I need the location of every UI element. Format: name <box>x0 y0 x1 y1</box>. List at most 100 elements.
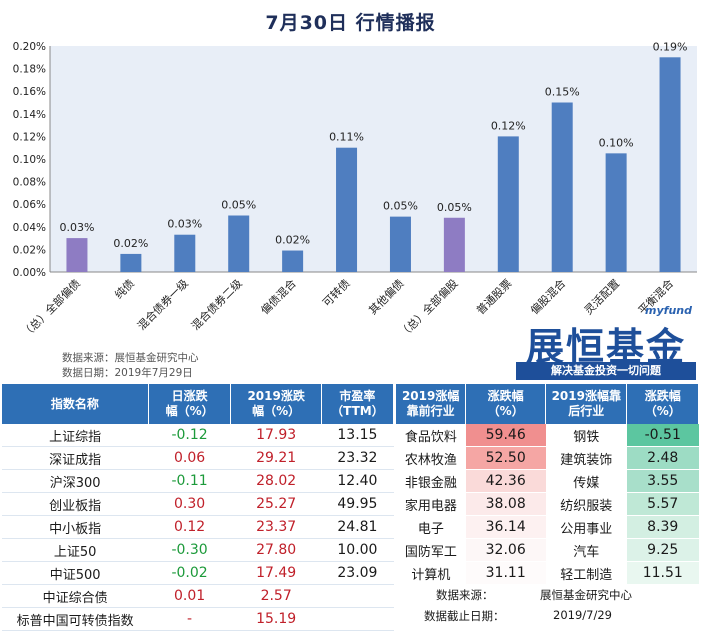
industry-source-label: 数据来源： <box>436 588 494 602</box>
x-tick-label: 普通股票 <box>473 276 514 317</box>
bar-data-label: 0.05% <box>437 201 472 214</box>
index-name: 沪深300 <box>2 469 149 493</box>
index-ytd-change: 2.57 <box>230 584 322 608</box>
y-tick-label: 0.16% <box>13 86 46 98</box>
index-name: 中证综合债 <box>2 584 149 608</box>
bar <box>282 250 304 272</box>
plot-area <box>50 46 697 272</box>
industry-row: 计算机 31.11 轻工制造 11.51 <box>396 561 699 585</box>
index-ytd-change: 25.27 <box>230 492 322 516</box>
bottom-industry-name: 纺织服装 <box>545 492 627 516</box>
index-table: 指数名称 日涨跌 幅（%） 2019涨跌 幅（%） 市盈率 （TTM） 上证综指 -0.12 1… <box>2 384 395 631</box>
index-row: 深证成指 0.06 29.21 23.32 <box>2 446 394 470</box>
index-ytd-change: 27.80 <box>230 538 322 562</box>
logo-tag: myfund <box>645 304 692 317</box>
index-pe <box>321 584 394 608</box>
industry-date: 数据截止日期： <box>424 608 505 624</box>
bar <box>443 217 465 272</box>
bar-data-label: 0.19% <box>653 40 688 53</box>
top-industry-name: 计算机 <box>396 561 466 585</box>
industry-row: 家用电器 38.08 纺织服装 5.57 <box>396 492 699 516</box>
index-ytd-change: 15.19 <box>230 607 322 631</box>
index-col-header: 市盈率 （TTM） <box>321 384 395 424</box>
index-ytd-change: 23.37 <box>230 515 322 539</box>
index-pe: 12.40 <box>321 469 394 493</box>
top-industry-change: 32.06 <box>465 538 546 562</box>
industry-col-header: 2019涨幅靠 后行业 <box>545 384 628 424</box>
top-industry-change: 36.14 <box>465 515 546 539</box>
bottom-industry-change: 5.57 <box>626 492 699 516</box>
index-day-change: -0.02 <box>148 561 231 585</box>
y-tick-label: 0.08% <box>13 177 46 189</box>
x-tick-label: （总）全部偏债 <box>19 276 83 340</box>
index-row: 中证综合债 0.01 2.57 <box>2 584 394 608</box>
bar <box>336 147 358 272</box>
bottom-industry-name: 公用事业 <box>545 515 627 539</box>
x-tick-label: 混合债券二级 <box>188 276 245 333</box>
top-industry-name: 家用电器 <box>396 492 466 516</box>
bottom-industry-name: 传媒 <box>545 469 627 493</box>
index-pe <box>321 607 394 631</box>
industry-table: 2019涨幅 靠前行业 涨跌幅 （%） 2019涨幅靠 后行业 涨跌幅 （%） 食品饮料 59.… <box>396 384 699 585</box>
index-ytd-change: 28.02 <box>230 469 322 493</box>
y-tick-label: 0.18% <box>13 64 46 76</box>
bottom-industry-change: 2.48 <box>626 446 699 470</box>
bottom-industry-change: -0.51 <box>626 424 699 447</box>
bar-data-label: 0.02% <box>275 234 310 247</box>
index-day-change: -0.12 <box>148 424 231 447</box>
index-row: 上证综指 -0.12 17.93 13.15 <box>2 424 394 447</box>
index-day-change: - <box>148 607 231 631</box>
index-pe: 23.09 <box>321 561 394 585</box>
top-industry-change: 42.36 <box>465 469 546 493</box>
industry-row: 国防军工 32.06 汽车 9.25 <box>396 538 699 562</box>
y-tick-label: 0.12% <box>13 131 46 143</box>
bar <box>605 153 627 272</box>
bar-data-label: 0.05% <box>383 200 418 213</box>
x-tick-label: 可转债 <box>319 276 352 309</box>
y-axis: 0.00% 0.02% 0.04% 0.06% 0.08% 0.10% 0.12% 0.14%… <box>13 41 697 279</box>
industry-source: 数据来源： <box>436 587 494 603</box>
x-tick-label: 纯债 <box>112 276 137 301</box>
index-pe: 13.15 <box>321 424 394 447</box>
index-name: 中证500 <box>2 561 149 585</box>
index-row: 创业板指 0.30 25.27 49.95 <box>2 492 394 516</box>
data-labels: 0.03% 0.02% 0.03% 0.05% 0.02% 0.11% 0.05% 0.05%… <box>59 40 687 250</box>
industry-source-value: 展恒基金研究中心 <box>540 588 632 602</box>
industry-col-header: 涨跌幅 （%） <box>465 384 547 424</box>
index-col-header: 2019涨跌 幅（%） <box>230 384 322 424</box>
index-ytd-change: 29.21 <box>230 446 322 470</box>
index-col-header: 日涨跌 幅（%） <box>148 384 232 424</box>
index-pe: 24.81 <box>321 515 394 539</box>
top-industry-name: 食品饮料 <box>396 424 466 447</box>
y-tick-label: 0.04% <box>13 222 46 234</box>
industry-date-value: 2019/7/29 <box>553 608 612 622</box>
index-day-change: -0.30 <box>148 538 231 562</box>
x-tick-label: 偏债混合 <box>258 276 299 317</box>
x-tick-label: 其他偏债 <box>366 276 407 317</box>
y-tick-label: 0.02% <box>13 244 46 256</box>
index-name: 上证50 <box>2 538 149 562</box>
index-ytd-change: 17.49 <box>230 561 322 585</box>
y-tick-label: 0.00% <box>13 267 46 279</box>
index-day-change: 0.12 <box>148 515 231 539</box>
bar <box>66 238 88 272</box>
index-day-change: -0.11 <box>148 469 231 493</box>
y-tick-label: 0.06% <box>13 199 46 211</box>
bar-chart: 0.00% 0.02% 0.04% 0.06% 0.08% 0.10% 0.12% 0.14%… <box>13 40 697 341</box>
industry-row: 食品饮料 59.46 钢铁 -0.51 <box>396 424 699 447</box>
bottom-industry-change: 9.25 <box>626 538 699 562</box>
bar-data-label: 0.12% <box>491 119 526 132</box>
top-industry-change: 38.08 <box>465 492 546 516</box>
bar-data-label: 0.02% <box>113 237 148 250</box>
bar-data-label: 0.11% <box>329 131 364 144</box>
bar <box>389 216 411 272</box>
bottom-industry-change: 11.51 <box>626 561 699 585</box>
logo-name: 展恒基金 <box>525 325 686 369</box>
bar-data-label: 0.05% <box>221 199 256 212</box>
index-name: 标普中国可转债指数 <box>2 607 149 631</box>
bar <box>551 102 573 272</box>
industry-row: 非银金融 42.36 传媒 3.55 <box>396 469 699 493</box>
index-name: 创业板指 <box>2 492 149 516</box>
y-tick-label: 0.14% <box>13 109 46 121</box>
brand-logo: myfund 展恒基金 解决基金投资一切问题 <box>514 302 698 384</box>
